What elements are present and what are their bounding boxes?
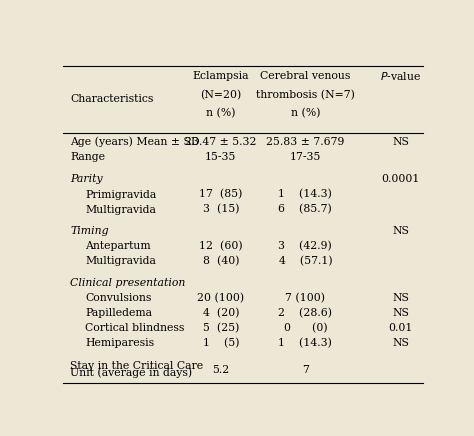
Text: Stay in the Critical Care: Stay in the Critical Care	[70, 361, 203, 371]
Text: Unit (average in days): Unit (average in days)	[70, 367, 192, 378]
Text: NS: NS	[392, 137, 410, 147]
Text: NS: NS	[392, 308, 410, 318]
Text: Multigravida: Multigravida	[85, 204, 156, 215]
Text: 0.01: 0.01	[389, 324, 413, 334]
Text: 7 (100): 7 (100)	[285, 293, 325, 303]
Text: Cortical blindness: Cortical blindness	[85, 324, 184, 334]
Text: 20 (100): 20 (100)	[197, 293, 245, 303]
Text: Parity: Parity	[70, 174, 103, 184]
Text: 1    (14.3): 1 (14.3)	[278, 338, 332, 349]
Text: n (%): n (%)	[206, 108, 236, 119]
Text: 1    (14.3): 1 (14.3)	[278, 189, 332, 200]
Text: 5  (25): 5 (25)	[203, 323, 239, 334]
Text: 3  (15): 3 (15)	[202, 204, 239, 215]
Text: thrombosis (N=7): thrombosis (N=7)	[256, 89, 355, 100]
Text: Hemiparesis: Hemiparesis	[85, 338, 154, 348]
Text: Characteristics: Characteristics	[70, 94, 154, 104]
Text: Timing: Timing	[70, 226, 109, 236]
Text: 17  (85): 17 (85)	[199, 189, 243, 200]
Text: 2    (28.6): 2 (28.6)	[278, 308, 332, 318]
Text: Multigravida: Multigravida	[85, 256, 156, 266]
Text: 25.83 ± 7.679: 25.83 ± 7.679	[266, 137, 345, 147]
Text: 0.0001: 0.0001	[382, 174, 420, 184]
Text: 17-35: 17-35	[290, 153, 321, 163]
Text: 5.2: 5.2	[212, 365, 229, 375]
Text: $\it{P}$-value: $\it{P}$-value	[380, 70, 421, 82]
Text: Cerebral venous: Cerebral venous	[260, 71, 351, 81]
Text: Antepartum: Antepartum	[85, 242, 151, 252]
Text: 12  (60): 12 (60)	[199, 241, 243, 252]
Text: 4  (20): 4 (20)	[202, 308, 239, 318]
Text: Clinical presentation: Clinical presentation	[70, 278, 186, 288]
Text: 8  (40): 8 (40)	[202, 256, 239, 266]
Text: Primigravida: Primigravida	[85, 190, 156, 200]
Text: Eclampsia: Eclampsia	[192, 71, 249, 81]
Text: 4    (57.1): 4 (57.1)	[279, 256, 332, 266]
Text: Convulsions: Convulsions	[85, 293, 151, 303]
Text: Range: Range	[70, 153, 105, 163]
Text: n (%): n (%)	[291, 108, 320, 119]
Text: NS: NS	[392, 338, 410, 348]
Text: 7: 7	[302, 365, 309, 375]
Text: Papilledema: Papilledema	[85, 308, 152, 318]
Text: (N=20): (N=20)	[200, 89, 242, 100]
Text: 23.47 ± 5.32: 23.47 ± 5.32	[185, 137, 256, 147]
Text: Age (years) Mean ± SD: Age (years) Mean ± SD	[70, 136, 200, 147]
Text: 0      (0): 0 (0)	[283, 323, 327, 334]
Text: 1    (5): 1 (5)	[202, 338, 239, 349]
Text: 6    (85.7): 6 (85.7)	[279, 204, 332, 215]
Text: 15-35: 15-35	[205, 153, 237, 163]
Text: NS: NS	[392, 293, 410, 303]
Text: NS: NS	[392, 226, 410, 236]
Text: 3    (42.9): 3 (42.9)	[279, 241, 332, 252]
